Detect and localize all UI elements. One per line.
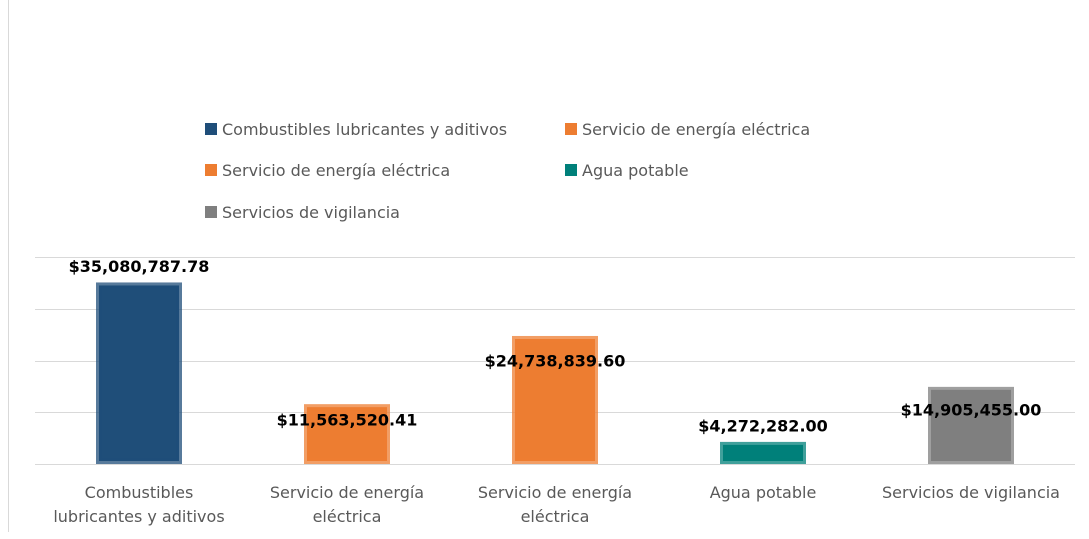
x-tick-label: Agua potable: [668, 481, 858, 505]
text: Servicios de vigilancia: [222, 203, 400, 222]
text: Servicio de energía eléctrica: [582, 120, 811, 139]
legend-item: Servicio de energía eléctrica: [565, 119, 810, 139]
legend-swatch: [565, 164, 577, 176]
bar: [512, 335, 598, 464]
legend-swatch: [205, 164, 217, 176]
data-label: $35,080,787.78: [69, 257, 210, 276]
bar: [304, 404, 390, 464]
legend-swatch: [565, 123, 577, 135]
data-label: $4,272,282.00: [698, 416, 828, 435]
data-label: $24,738,839.60: [485, 351, 626, 370]
legend-item: Servicios de vigilancia: [205, 202, 400, 222]
legend-item: Agua potable: [565, 160, 689, 180]
legend-item: Servicio de energía eléctrica: [205, 160, 450, 180]
text: Agua potable: [582, 161, 689, 180]
text: Agua potable: [709, 483, 817, 502]
text: Servicio de energía eléctrica: [222, 161, 451, 180]
bar: [720, 441, 806, 464]
text: Combustibles lubricantes y aditivos: [53, 483, 225, 526]
legend-item: Combustibles lubricantes y aditivos: [205, 119, 507, 139]
x-tick-label: Servicio de energía eléctrica: [252, 481, 442, 529]
x-tick-label: Servicios de vigilancia: [876, 481, 1066, 505]
text: Servicio de energía eléctrica: [477, 483, 633, 526]
legend-swatch: [205, 123, 217, 135]
text: Servicio de energía eléctrica: [269, 483, 425, 526]
data-label: $11,563,520.41: [277, 411, 418, 430]
bar: [928, 386, 1014, 464]
legend-swatch: [205, 206, 217, 218]
text: Servicios de vigilancia: [882, 483, 1060, 502]
x-tick-label: Servicio de energía eléctrica: [460, 481, 650, 529]
bar: [96, 282, 182, 464]
x-tick-label: Combustibles lubricantes y aditivos: [44, 481, 234, 529]
text: Combustibles lubricantes y aditivos: [222, 120, 508, 139]
data-label: $14,905,455.00: [901, 400, 1042, 419]
